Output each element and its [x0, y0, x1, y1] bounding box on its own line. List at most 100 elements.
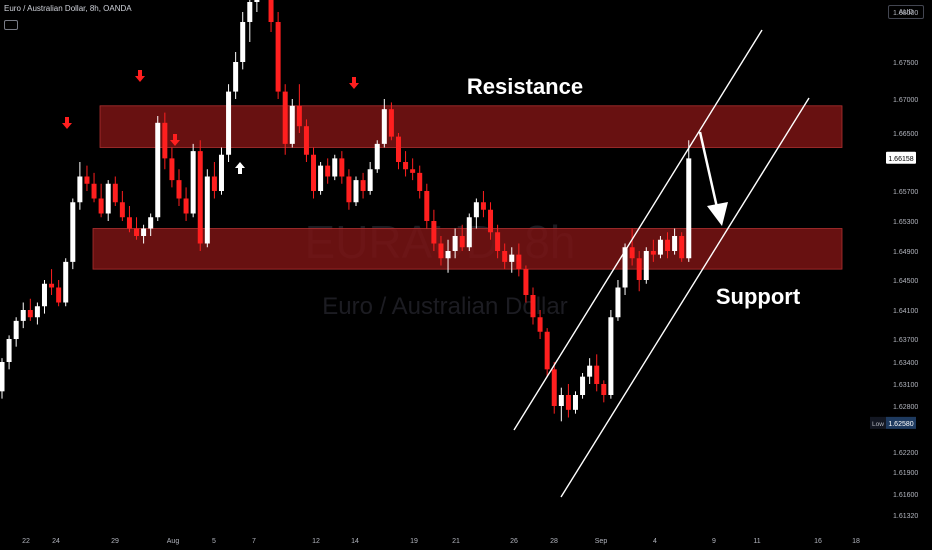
svg-text:1.62580: 1.62580 [888, 421, 913, 428]
candle [615, 280, 621, 321]
x-tick-label: 4 [653, 538, 657, 545]
candle [403, 151, 409, 177]
candle [268, 0, 274, 32]
y-tick-label: 1.64500 [893, 278, 918, 285]
candle [247, 0, 253, 42]
chart-header-title: Euro / Australian Dollar, 8h, OANDA [4, 4, 132, 13]
candle [34, 302, 40, 325]
candle [551, 362, 557, 414]
x-tick-label: 5 [212, 538, 216, 545]
candle [112, 176, 118, 206]
svg-text:Low: Low [872, 421, 884, 428]
candle [6, 335, 12, 370]
candle [459, 224, 465, 251]
y-tick-label: 1.61600 [893, 492, 918, 499]
candle [41, 280, 47, 314]
candle [77, 162, 83, 210]
candle [473, 198, 479, 229]
resistance-zone [99, 105, 843, 148]
candle [452, 228, 458, 259]
candle [544, 328, 550, 377]
candle [353, 176, 359, 206]
candle [672, 228, 678, 255]
candle [20, 302, 26, 329]
candle [63, 258, 69, 307]
candle [601, 380, 607, 403]
svg-text:1.66158: 1.66158 [888, 156, 913, 163]
ascending-channel [513, 29, 810, 498]
candle [643, 247, 649, 284]
x-tick-label: 12 [312, 538, 320, 545]
candle [98, 183, 104, 218]
candle [0, 358, 5, 399]
down-arrow-icon [62, 117, 72, 129]
x-tick-label: 7 [252, 538, 256, 545]
candle [141, 224, 147, 244]
candle [56, 280, 62, 307]
currency-badge[interactable]: AUD [888, 5, 924, 19]
candles-layer [0, 0, 692, 422]
candle [332, 154, 338, 181]
candle [466, 213, 472, 251]
x-tick-label: 18 [852, 538, 860, 545]
candle [311, 147, 317, 199]
candle [636, 251, 642, 292]
candle [254, 0, 260, 12]
down-arrow-icon [135, 70, 145, 82]
x-tick-label: 26 [510, 538, 518, 545]
x-tick-label: Sep [595, 538, 608, 545]
candle [70, 198, 76, 270]
candle [155, 116, 161, 221]
candle [339, 151, 345, 184]
candle [226, 84, 232, 162]
candle [197, 140, 203, 251]
candle [218, 147, 224, 195]
candle [431, 209, 437, 251]
time-axis[interactable]: 22 24 29 Aug 5 7 12 14 19 21 26 28 Sep 4 9 11 16 18 [22, 538, 860, 545]
candle [516, 243, 522, 277]
candle [282, 84, 288, 155]
y-tick-label: 1.65300 [893, 219, 918, 226]
candle [502, 243, 508, 270]
candle [572, 391, 578, 414]
candle [558, 387, 564, 422]
candle [417, 165, 423, 199]
candle [580, 373, 586, 399]
x-tick-label: 16 [814, 538, 822, 545]
candle [381, 99, 387, 148]
candle [410, 158, 416, 181]
candle [629, 228, 635, 266]
candle [296, 84, 302, 133]
candle [480, 191, 486, 218]
resistance-label: Resistance [467, 74, 583, 99]
candle [488, 202, 494, 240]
y-tick-label: 1.64100 [893, 308, 918, 315]
candle [374, 140, 380, 173]
y-tick-label: 1.62800 [893, 404, 918, 411]
candle [49, 269, 55, 295]
candle [105, 180, 111, 221]
candle [325, 158, 331, 184]
y-tick-label: 1.63400 [893, 360, 918, 367]
candle [657, 236, 663, 259]
candle [13, 317, 19, 347]
candle [289, 99, 295, 148]
candle [318, 162, 324, 195]
candle [204, 169, 210, 248]
candle [183, 187, 189, 221]
y-tick-label: 1.63700 [893, 337, 918, 344]
channel-upper-line [513, 29, 763, 431]
candle [211, 162, 217, 199]
y-tick-label: 1.62200 [893, 450, 918, 457]
candle [360, 172, 366, 199]
collapse-icon[interactable] [4, 20, 18, 30]
x-tick-label: 24 [52, 538, 60, 545]
candle [530, 287, 536, 325]
watermark-name: Euro / Australian Dollar [322, 293, 567, 320]
candle [438, 236, 444, 266]
y-tick-label: 1.68000 [893, 10, 918, 17]
candle [275, 12, 281, 99]
y-tick-label: 1.67500 [893, 60, 918, 67]
price-axis[interactable]: 1.68000 1.67500 1.67000 1.66500 1.65700 1.653… [884, 0, 932, 550]
